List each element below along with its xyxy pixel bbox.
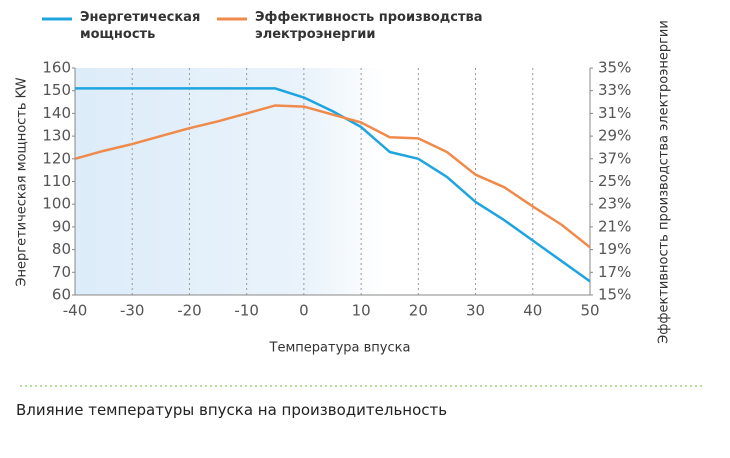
y-tick-label: 120 [42, 149, 71, 167]
x-tick-label: 50 [580, 302, 599, 320]
y-tick-label: 100 [42, 195, 71, 213]
y2-tick-label: 33% [598, 81, 631, 99]
y-tick-label: 80 [52, 240, 71, 258]
y-tick-label: 60 [52, 286, 71, 304]
x-tick-label: 10 [352, 302, 371, 320]
legend-label: Энергетическая мощность [80, 10, 201, 42]
caption: Влияние температуры впуска на производит… [16, 401, 448, 419]
x-axis-title: Температура впуска [269, 341, 411, 356]
y-tick-label: 70 [52, 263, 71, 281]
x-tick-label: 30 [466, 302, 485, 320]
y2-tick-label: 23% [598, 195, 631, 213]
y2-tick-label: 21% [598, 217, 631, 235]
y2-tick-label: 15% [598, 286, 631, 304]
y2-tick-label: 31% [598, 104, 631, 122]
y2-tick-label: 37% [598, 149, 631, 167]
y-tick-label: 140 [42, 104, 71, 122]
data-line [74, 104, 591, 249]
x-tick-label: -40 [63, 302, 88, 320]
y2-tick-label: 35% [598, 59, 631, 77]
x-tick-label: 20 [409, 302, 428, 320]
x-tick-label: -30 [120, 302, 145, 320]
y-tick-label: 110 [42, 172, 71, 190]
y2-axis-title: Эффективность производства электроэнерги… [657, 20, 672, 344]
x-tick-label: 0 [299, 302, 309, 320]
y-tick-label: 160 [42, 59, 71, 77]
x-tick-label: -20 [177, 302, 202, 320]
y-tick-label: 150 [42, 81, 71, 99]
y-tick-label: 130 [42, 127, 71, 145]
y2-tick-label: 17% [598, 263, 631, 281]
y2-tick-label: 19% [598, 240, 631, 258]
y2-tick-label: 29% [598, 127, 631, 145]
x-tick-label: 40 [523, 302, 542, 320]
y-tick-label: 90 [52, 217, 71, 235]
x-tick-label: -10 [234, 302, 259, 320]
data-line [75, 87, 591, 283]
plot-background [75, 68, 590, 295]
y-axis-title: Энергетическая мощность KW [15, 77, 30, 286]
y2-tick-label: 25% [598, 172, 631, 190]
legend-label: Эффективность производства электроэнерги… [255, 10, 483, 42]
